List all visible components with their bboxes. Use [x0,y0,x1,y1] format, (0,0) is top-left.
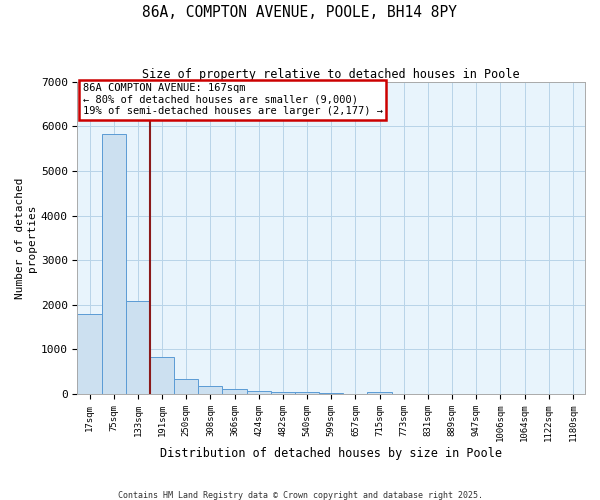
Bar [126,302,150,394]
Text: 86A COMPTON AVENUE: 167sqm
← 80% of detached houses are smaller (9,000)
19% of s: 86A COMPTON AVENUE: 167sqm ← 80% of deta… [83,83,383,116]
Title: Size of property relative to detached houses in Poole: Size of property relative to detached ho… [142,68,520,80]
Bar [295,392,319,394]
Bar [367,392,392,394]
X-axis label: Distribution of detached houses by size in Poole: Distribution of detached houses by size … [160,447,502,460]
Bar [174,380,199,394]
Text: Contains HM Land Registry data © Crown copyright and database right 2025.: Contains HM Land Registry data © Crown c… [118,490,482,500]
Y-axis label: Number of detached
properties: Number of detached properties [15,177,37,298]
Text: 86A, COMPTON AVENUE, POOLE, BH14 8PY: 86A, COMPTON AVENUE, POOLE, BH14 8PY [143,5,458,20]
Bar [150,358,174,394]
Bar [271,392,295,394]
Bar [199,386,223,394]
Bar [319,393,343,394]
Bar [77,314,101,394]
Bar [101,134,126,394]
Bar [223,389,247,394]
Bar [247,391,271,394]
